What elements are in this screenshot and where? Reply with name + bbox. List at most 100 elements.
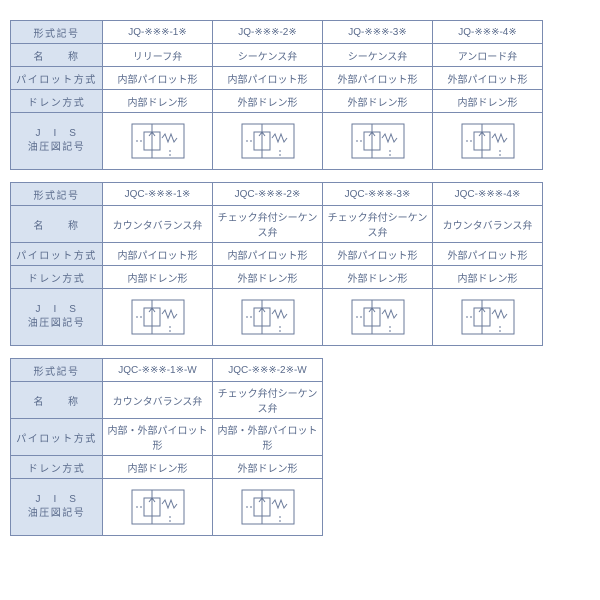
- cell-model-3: JQ-※※※-4※: [433, 21, 543, 44]
- row-jis: J I S油圧図記号: [11, 479, 323, 536]
- cell-model-2: JQ-※※※-3※: [323, 21, 433, 44]
- spec-table-0: 形式記号JQ-※※※-1※JQ-※※※-2※JQ-※※※-3※JQ-※※※-4※…: [10, 20, 543, 170]
- cell-drain-1: 外部ドレン形: [213, 90, 323, 113]
- cell-model-0: JQC-※※※-1※-W: [103, 359, 213, 382]
- jis-label-1: J I S: [15, 493, 98, 507]
- cell-pilot-3: 外部パイロット形: [433, 243, 543, 266]
- hydraulic-symbol-icon: [105, 484, 210, 530]
- label-drain: ドレン方式: [11, 90, 103, 113]
- cell-pilot-1: 内部パイロット形: [213, 67, 323, 90]
- cell-pilot-3: 外部パイロット形: [433, 67, 543, 90]
- cell-pilot-2: 外部パイロット形: [323, 67, 433, 90]
- row-pilot: パイロット方式内部パイロット形内部パイロット形外部パイロット形外部パイロット形: [11, 243, 543, 266]
- cell-pilot-1: 内部・外部パイロット形: [213, 419, 323, 456]
- cell-drain-2: 外部ドレン形: [323, 90, 433, 113]
- label-pilot: パイロット方式: [11, 419, 103, 456]
- label-jis: J I S油圧図記号: [11, 479, 103, 536]
- symbol-cell-1: [213, 289, 323, 346]
- row-name: 名 称カウンタバランス弁チェック弁付シーケンス弁チェック弁付シーケンス弁カウンタ…: [11, 206, 543, 243]
- cell-name-1: チェック弁付シーケンス弁: [213, 206, 323, 243]
- symbol-cell-0: [103, 479, 213, 536]
- cell-drain-2: 外部ドレン形: [323, 266, 433, 289]
- row-drain: ドレン方式内部ドレン形外部ドレン形: [11, 456, 323, 479]
- row-pilot: パイロット方式内部・外部パイロット形内部・外部パイロット形: [11, 419, 323, 456]
- cell-drain-0: 内部ドレン形: [103, 266, 213, 289]
- label-name: 名 称: [11, 206, 103, 243]
- label-model: 形式記号: [11, 21, 103, 44]
- symbol-cell-2: [323, 113, 433, 170]
- cell-pilot-1: 内部パイロット形: [213, 243, 323, 266]
- jis-label-1: J I S: [15, 303, 98, 317]
- jis-label-2: 油圧図記号: [15, 141, 98, 155]
- row-jis: J I S油圧図記号: [11, 113, 543, 170]
- hydraulic-symbol-icon: [435, 118, 540, 164]
- label-jis: J I S油圧図記号: [11, 113, 103, 170]
- hydraulic-symbol-icon: [105, 294, 210, 340]
- cell-name-1: チェック弁付シーケンス弁: [213, 382, 323, 419]
- label-drain: ドレン方式: [11, 266, 103, 289]
- symbol-cell-1: [213, 479, 323, 536]
- hydraulic-symbol-icon: [105, 118, 210, 164]
- row-name: 名 称リリーフ弁シーケンス弁シーケンス弁アンロード弁: [11, 44, 543, 67]
- cell-model-1: JQC-※※※-2※-W: [213, 359, 323, 382]
- symbol-cell-3: [433, 113, 543, 170]
- label-model: 形式記号: [11, 359, 103, 382]
- label-pilot: パイロット方式: [11, 243, 103, 266]
- cell-drain-0: 内部ドレン形: [103, 90, 213, 113]
- label-drain: ドレン方式: [11, 456, 103, 479]
- row-drain: ドレン方式内部ドレン形外部ドレン形外部ドレン形内部ドレン形: [11, 266, 543, 289]
- symbol-cell-0: [103, 289, 213, 346]
- row-pilot: パイロット方式内部パイロット形内部パイロット形外部パイロット形外部パイロット形: [11, 67, 543, 90]
- label-name: 名 称: [11, 44, 103, 67]
- cell-name-2: シーケンス弁: [323, 44, 433, 67]
- hydraulic-symbol-icon: [215, 118, 320, 164]
- cell-pilot-0: 内部パイロット形: [103, 67, 213, 90]
- symbol-cell-0: [103, 113, 213, 170]
- cell-drain-3: 内部ドレン形: [433, 266, 543, 289]
- cell-drain-1: 外部ドレン形: [213, 266, 323, 289]
- cell-drain-1: 外部ドレン形: [213, 456, 323, 479]
- hydraulic-symbol-icon: [325, 118, 430, 164]
- tables-container: 形式記号JQ-※※※-1※JQ-※※※-2※JQ-※※※-3※JQ-※※※-4※…: [10, 20, 590, 536]
- spec-table-2: 形式記号JQC-※※※-1※-WJQC-※※※-2※-W名 称カウンタバランス弁…: [10, 358, 323, 536]
- cell-pilot-0: 内部・外部パイロット形: [103, 419, 213, 456]
- row-name: 名 称カウンタバランス弁チェック弁付シーケンス弁: [11, 382, 323, 419]
- symbol-cell-1: [213, 113, 323, 170]
- cell-drain-0: 内部ドレン形: [103, 456, 213, 479]
- cell-model-3: JQC-※※※-4※: [433, 183, 543, 206]
- cell-name-3: アンロード弁: [433, 44, 543, 67]
- cell-model-2: JQC-※※※-3※: [323, 183, 433, 206]
- cell-name-1: シーケンス弁: [213, 44, 323, 67]
- row-jis: J I S油圧図記号: [11, 289, 543, 346]
- cell-pilot-0: 内部パイロット形: [103, 243, 213, 266]
- cell-name-0: カウンタバランス弁: [103, 206, 213, 243]
- jis-label-1: J I S: [15, 127, 98, 141]
- cell-name-3: カウンタバランス弁: [433, 206, 543, 243]
- cell-name-2: チェック弁付シーケンス弁: [323, 206, 433, 243]
- row-model: 形式記号JQ-※※※-1※JQ-※※※-2※JQ-※※※-3※JQ-※※※-4※: [11, 21, 543, 44]
- cell-model-0: JQ-※※※-1※: [103, 21, 213, 44]
- hydraulic-symbol-icon: [215, 294, 320, 340]
- cell-name-0: カウンタバランス弁: [103, 382, 213, 419]
- row-model: 形式記号JQC-※※※-1※-WJQC-※※※-2※-W: [11, 359, 323, 382]
- label-model: 形式記号: [11, 183, 103, 206]
- cell-model-0: JQC-※※※-1※: [103, 183, 213, 206]
- label-name: 名 称: [11, 382, 103, 419]
- spec-table-1: 形式記号JQC-※※※-1※JQC-※※※-2※JQC-※※※-3※JQC-※※…: [10, 182, 543, 346]
- jis-label-2: 油圧図記号: [15, 507, 98, 521]
- cell-name-0: リリーフ弁: [103, 44, 213, 67]
- hydraulic-symbol-icon: [215, 484, 320, 530]
- cell-model-1: JQC-※※※-2※: [213, 183, 323, 206]
- jis-label-2: 油圧図記号: [15, 317, 98, 331]
- row-model: 形式記号JQC-※※※-1※JQC-※※※-2※JQC-※※※-3※JQC-※※…: [11, 183, 543, 206]
- symbol-cell-2: [323, 289, 433, 346]
- cell-drain-3: 内部ドレン形: [433, 90, 543, 113]
- label-jis: J I S油圧図記号: [11, 289, 103, 346]
- hydraulic-symbol-icon: [435, 294, 540, 340]
- symbol-cell-3: [433, 289, 543, 346]
- cell-pilot-2: 外部パイロット形: [323, 243, 433, 266]
- label-pilot: パイロット方式: [11, 67, 103, 90]
- hydraulic-symbol-icon: [325, 294, 430, 340]
- cell-model-1: JQ-※※※-2※: [213, 21, 323, 44]
- row-drain: ドレン方式内部ドレン形外部ドレン形外部ドレン形内部ドレン形: [11, 90, 543, 113]
